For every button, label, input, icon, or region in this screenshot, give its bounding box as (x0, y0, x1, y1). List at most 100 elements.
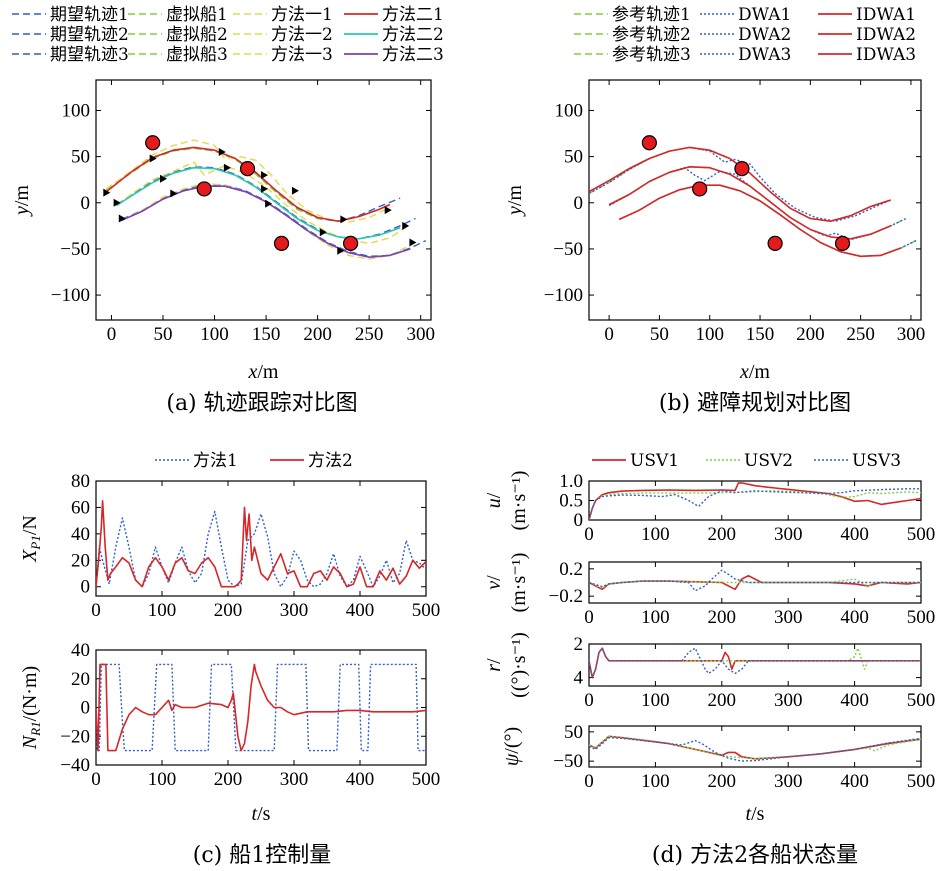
x-tick-label: 250 (355, 324, 384, 345)
axis-var: t (746, 803, 752, 825)
ship-marker (261, 184, 269, 193)
y-tick-label: 20 (71, 669, 90, 690)
ship-marker (103, 188, 111, 197)
subplot-1: 0 100 200 300 400 500 00.51.0 u/(m·s⁻¹) (483, 471, 935, 545)
x-tick-label: 150 (252, 324, 281, 345)
obstacle (641, 135, 657, 151)
y-tick-label: 50 (71, 147, 90, 168)
ship-marker (340, 215, 348, 224)
x-tick-label: 300 (406, 324, 435, 345)
series-IDWA3 (618, 184, 902, 258)
caption-a: (a) 轨迹跟踪对比图 (166, 391, 357, 416)
x-tick-label: 300 (774, 771, 803, 792)
obstacle (196, 181, 212, 197)
axes-frame (95, 649, 427, 766)
x-tick-label: 200 (708, 690, 737, 711)
legend-label: 方法二1 (382, 5, 444, 25)
series-group (589, 482, 921, 520)
x-tick-label: 500 (412, 600, 441, 621)
axis-unit: /s (257, 803, 271, 825)
series-USV2 (589, 735, 921, 760)
x-tick-label: 500 (907, 690, 936, 711)
y-tick-label: 40 (71, 640, 90, 661)
axis-var: ψ (501, 753, 523, 766)
ship-marker (409, 238, 417, 247)
axis-slash: / (483, 575, 505, 581)
ship-marker (291, 186, 299, 195)
axis-unit: /(°) (501, 727, 523, 754)
legend-label: 期望轨迹3 (50, 45, 129, 65)
axis-var: y (504, 206, 526, 217)
x-axis-label: t/s (746, 803, 765, 825)
x-axis-label: x/m (739, 361, 770, 383)
axis-var: t (252, 803, 258, 825)
ship-marker (113, 198, 121, 207)
legend-label: 方法二2 (382, 25, 444, 45)
subplot-4: 0 100 200 300 400 500 −50 50 ψ/(°) (501, 722, 935, 792)
x-tick-label: 0 (584, 607, 594, 628)
y-tick-label: 4 (574, 668, 584, 689)
x-tick-label: 300 (897, 324, 926, 345)
legend-b: 参考轨迹1 DWA1 IDWA1 参考轨迹2 DWA2 IDWA2 参考轨迹3 DWA3 IDW… (574, 5, 916, 65)
legend-c: 方法1 方法2 (155, 451, 353, 471)
legend-label: USV1 (630, 451, 679, 471)
series-USV2 (589, 490, 921, 520)
x-tick-label: 100 (200, 324, 229, 345)
y-tick-label: 2 (574, 634, 584, 655)
series-参考轨迹2 (608, 166, 907, 240)
legend-label: 方法2 (308, 451, 353, 471)
legend-label: IDWA1 (856, 5, 916, 25)
x-tick-label: 0 (584, 690, 594, 711)
ship-marker (319, 228, 327, 237)
legend-label: 参考轨迹3 (612, 45, 691, 65)
x-tick-label: 100 (148, 600, 177, 621)
x-tick-label: 500 (907, 607, 936, 628)
caption-d: (d) 方法2各船状态量 (652, 843, 858, 868)
x-tick-label: 150 (746, 324, 775, 345)
x-tick-label: 0 (91, 600, 101, 621)
y-tick-label: 0 (574, 510, 584, 531)
axis-unit: /N (19, 515, 41, 535)
axes-frame (95, 79, 432, 321)
x-tick-label: 50 (154, 324, 173, 345)
legend-label: USV3 (852, 451, 901, 471)
axes-frame (95, 480, 427, 597)
series-group (589, 647, 921, 679)
legend-label: IDWA2 (856, 25, 916, 45)
legend-label: 参考轨迹2 (612, 25, 691, 45)
ship-marker (402, 221, 410, 230)
legend-label: 期望轨迹2 (50, 25, 129, 45)
ship-marker (261, 171, 269, 180)
y-tick-label: 100 (555, 100, 584, 121)
x-tick-label: 400 (840, 524, 869, 545)
x-tick-label: 100 (641, 607, 670, 628)
y-tick-label: 60 (71, 497, 90, 518)
obstacle (734, 161, 750, 177)
y-axis-label-var: v/ (483, 575, 505, 590)
series-group (96, 499, 426, 588)
axis-subscript: P1 (28, 535, 43, 550)
series-方法一2 (116, 161, 406, 245)
x-tick-label: 400 (840, 690, 869, 711)
y-axis-label-var: u/ (483, 492, 505, 508)
legend-label: 方法一3 (271, 45, 333, 65)
axis-unit: /m (504, 185, 526, 207)
legend-a: 期望轨迹1 虚拟船1 方法一1 方法二1 期望轨迹2 虚拟船2 方法一2 方法二2 期望轨迹3 虚… (12, 5, 444, 65)
y-tick-label: −100 (51, 285, 90, 306)
x-tick-label: 300 (280, 769, 309, 790)
legend-label: DWA3 (738, 45, 791, 65)
series-group (589, 146, 917, 258)
axis-var: X (19, 549, 41, 563)
axis-var: N (19, 734, 41, 750)
y-tick-label: −50 (553, 751, 583, 772)
x-tick-label: 200 (708, 607, 737, 628)
subplot-2: 0 100 200 300 400 500 −0.2 0.2 v/(m·s⁻¹) (483, 553, 935, 628)
y-tick-label: 40 (71, 524, 90, 545)
x-tick-label: 250 (846, 324, 875, 345)
y-tick-label: 0 (81, 577, 91, 598)
legend-label: 虚拟船3 (166, 45, 228, 65)
x-tick-label: 100 (695, 324, 724, 345)
